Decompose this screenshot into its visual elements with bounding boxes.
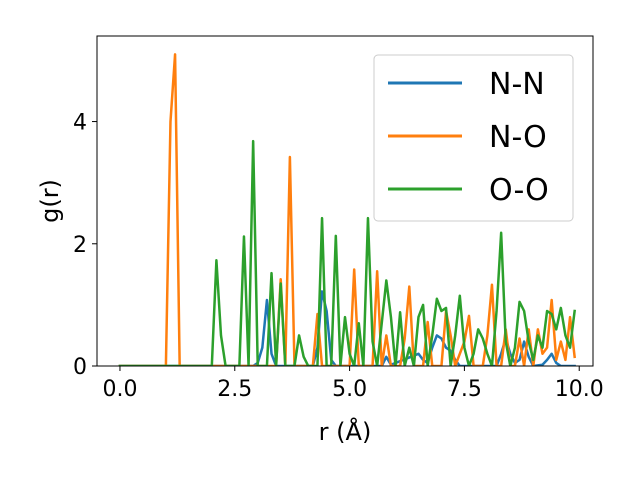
- series-layer: [118, 53, 577, 366]
- legend: N-N N-O O-O: [373, 54, 574, 222]
- x-tick-label: 5.0: [332, 377, 367, 402]
- y-tick-label: 2: [73, 233, 87, 258]
- x-tick-label: 7.5: [447, 377, 482, 402]
- x-tick-label: 2.5: [217, 377, 252, 402]
- legend-label: N-O: [489, 120, 547, 155]
- x-axis: 0.0 2.5 5.0 7.5 10.0: [102, 366, 604, 402]
- x-tick-label: 0.0: [102, 377, 137, 402]
- series-line-o-o: [118, 139, 577, 366]
- legend-label: N-N: [489, 67, 545, 102]
- legend-box: [373, 54, 574, 222]
- y-tick-label: 0: [73, 355, 87, 380]
- plot-area-frame: [96, 35, 594, 367]
- x-axis-label: r (Å): [319, 417, 372, 446]
- series-line-n-n: [118, 290, 576, 366]
- legend-label: O-O: [489, 173, 549, 208]
- y-axis-label: g(r): [36, 179, 64, 223]
- y-tick-label: 4: [73, 111, 87, 136]
- x-tick-label: 10.0: [555, 377, 604, 402]
- y-axis: 0 2 4: [73, 111, 97, 380]
